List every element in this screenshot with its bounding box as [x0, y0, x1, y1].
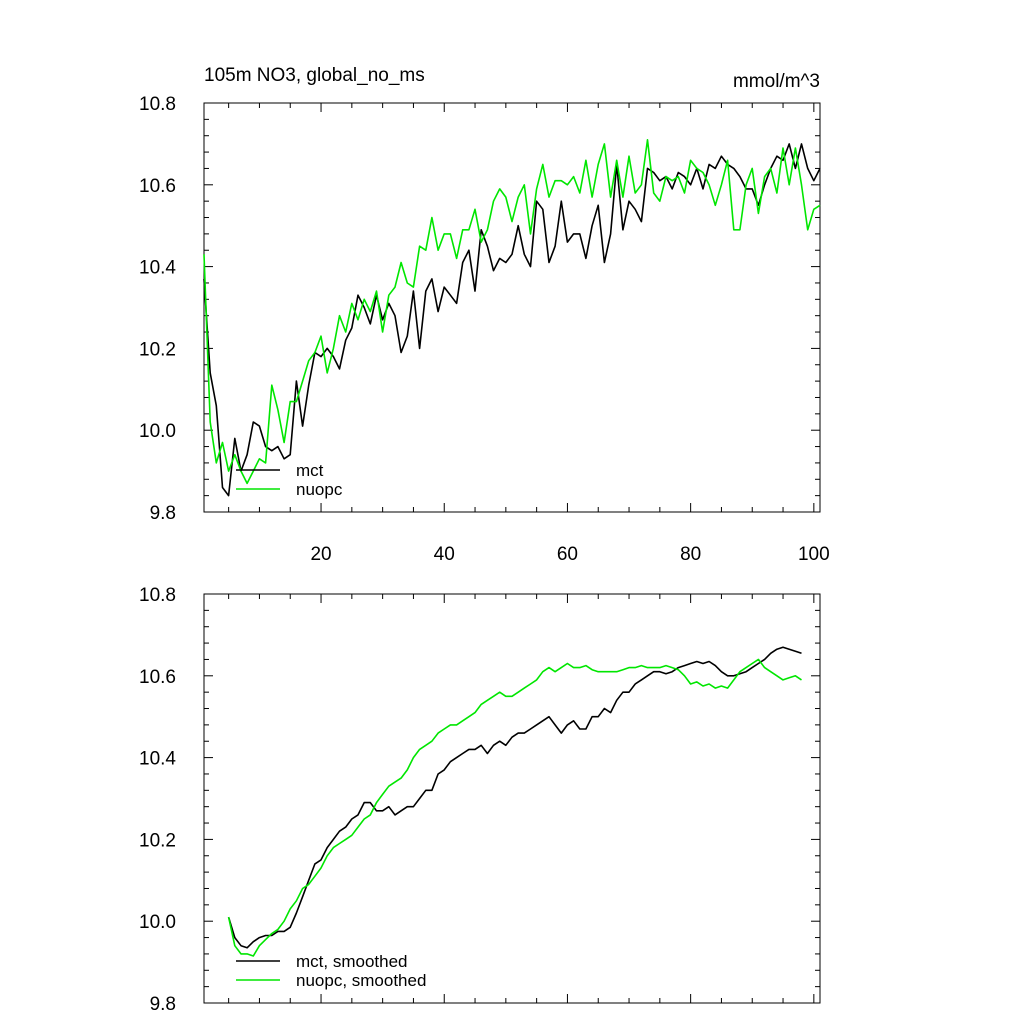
top-x-tick-label: 40: [434, 544, 455, 565]
bottom-y-tick-label: 9.8: [150, 994, 176, 1015]
bottom-legend-label: mct, smoothed: [296, 952, 408, 971]
units-label: mmol/m^3: [733, 71, 820, 92]
top-series-line-mct: [203, 143, 821, 497]
bottom-series-line-mct-smoothed: [227, 646, 802, 949]
top-y-tick-label: 10.6: [139, 176, 176, 197]
bottom-y-tick-label: 10.8: [139, 585, 176, 606]
bottom-y-tick-label: 10.4: [139, 749, 176, 770]
bottom-panel: 9.8 10.0 10.2 10.4 10.6 10.8 mct, smoothednuo…: [139, 585, 821, 1015]
top-axis-ticks: [204, 102, 820, 513]
top-y-tick-label: 10.8: [139, 94, 176, 115]
bottom-y-tick-label: 10.6: [139, 667, 176, 688]
chart-title: 105m NO3, global_no_ms: [204, 65, 425, 86]
top-series-line-nuopc: [203, 139, 821, 485]
bottom-plot-frame: [203, 593, 821, 1004]
bottom-y-tick-label: 10.2: [139, 830, 176, 851]
bottom-tick-labels: 9.8 10.0 10.2 10.4 10.6 10.8: [139, 585, 176, 1015]
bottom-legend-label: nuopc, smoothed: [296, 971, 426, 990]
bottom-axis-ticks: [204, 593, 820, 1004]
top-x-tick-label: 80: [680, 544, 701, 565]
top-tick-labels: 9.8 10.0 10.2 10.4 10.6 10.8 20 40 60 80 100: [139, 94, 830, 565]
bottom-y-tick-label: 10.0: [139, 912, 176, 933]
top-y-tick-label: 10.2: [139, 339, 176, 360]
top-y-tick-label: 10.4: [139, 258, 176, 279]
top-x-tick-label: 100: [798, 544, 830, 565]
top-legend-label: mct: [296, 461, 324, 480]
top-legend-label: nuopc: [296, 480, 343, 499]
top-x-tick-label: 20: [310, 544, 331, 565]
top-y-tick-label: 10.0: [139, 421, 176, 442]
top-y-tick-label: 9.8: [150, 503, 176, 524]
bottom-series-lines: [227, 646, 802, 957]
top-plot-frame: [203, 102, 821, 513]
bottom-series-line-nuopc-smoothed: [227, 658, 802, 957]
top-panel: 9.8 10.0 10.2 10.4 10.6 10.8 20 40 60 80 100 mctnu…: [139, 94, 830, 565]
top-x-tick-label: 60: [557, 544, 578, 565]
top-series-lines: [203, 139, 821, 497]
